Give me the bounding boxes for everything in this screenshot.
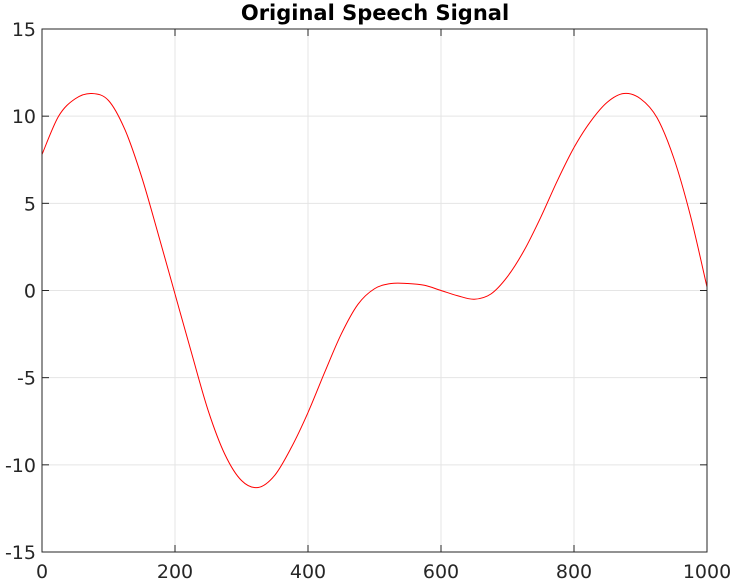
x-tick-labels: 0 200 400 600 800 1000	[36, 561, 731, 583]
y-tick-label: -15	[5, 542, 36, 564]
y-tick-label: -5	[17, 368, 36, 390]
y-tick-label: 15	[12, 19, 36, 41]
x-tick-label: 800	[556, 561, 592, 583]
series-layer	[41, 92, 708, 489]
y-tick-labels: 15 10 5 0 -5 -10 -15	[5, 19, 36, 564]
y-tick-label: -10	[5, 455, 36, 477]
x-tick-label: 400	[290, 561, 326, 583]
y-tick-label: 5	[24, 193, 36, 215]
tick-marks	[41, 28, 708, 553]
x-tick-label: 200	[157, 561, 193, 583]
x-tick-label: 0	[36, 561, 48, 583]
grid-lines	[42, 29, 707, 552]
y-tick-label: 10	[12, 106, 36, 128]
chart-title: Original Speech Signal	[241, 1, 509, 25]
y-tick-label: 0	[24, 281, 36, 303]
series-line-0	[41, 92, 708, 489]
x-tick-label: 1000	[683, 561, 731, 583]
x-tick-label: 600	[423, 561, 459, 583]
